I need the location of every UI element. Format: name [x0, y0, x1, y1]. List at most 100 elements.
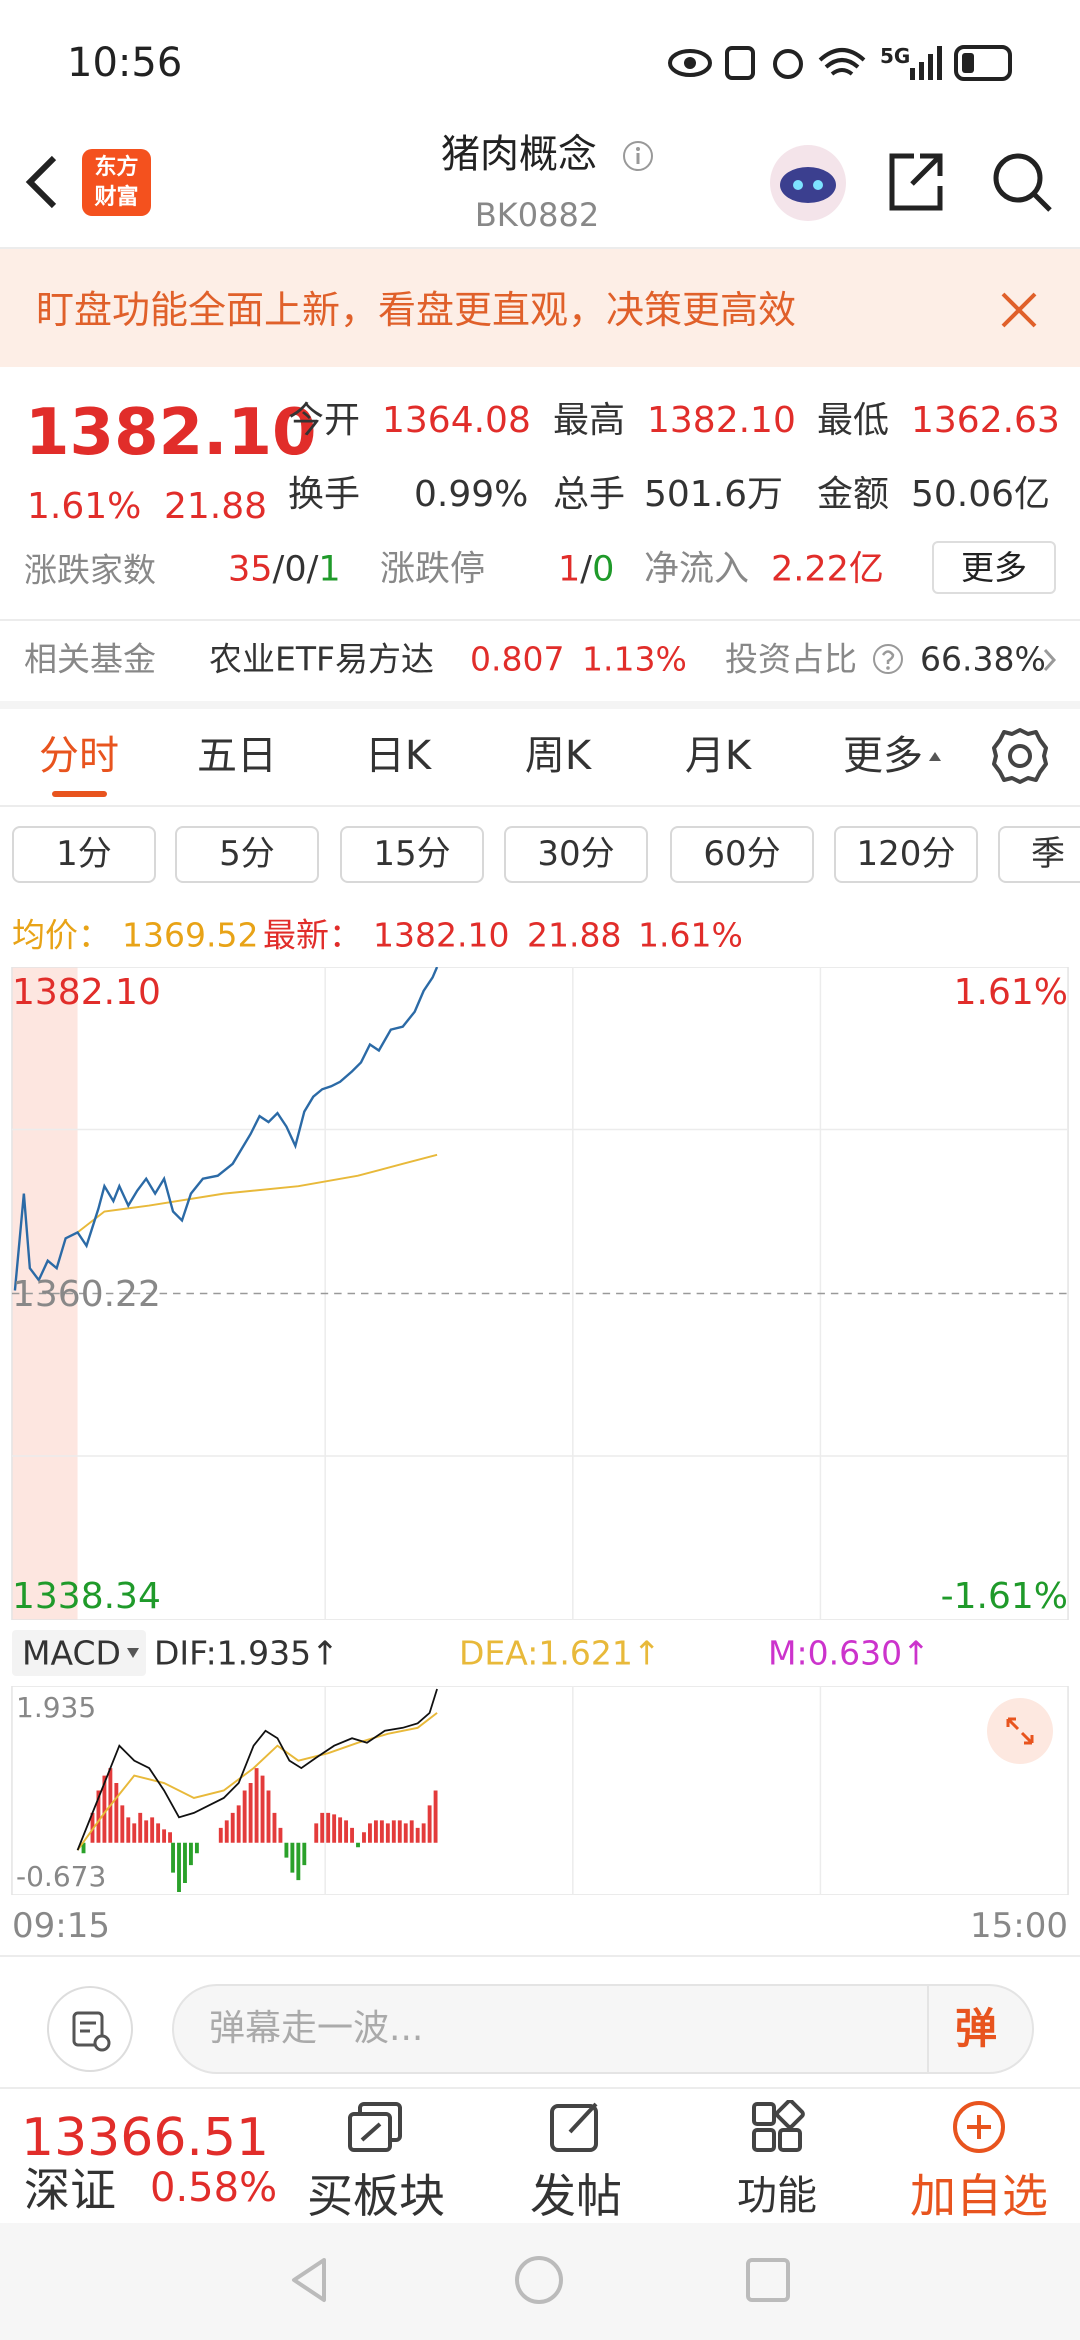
page-title: 猪肉概念: [440, 132, 598, 178]
avg-label: 均价：: [12, 915, 111, 955]
breadth-label: 涨跌家数: [24, 550, 156, 590]
ratio-value: 66.38%: [920, 639, 1046, 679]
separator: /: [272, 549, 285, 590]
comment-settings[interactable]: [46, 1985, 134, 2073]
network-label: 5G: [880, 44, 911, 68]
assistant-avatar[interactable]: [768, 143, 848, 223]
nav-item[interactable]: 买板块: [307, 2169, 445, 2223]
chevron: [1043, 648, 1057, 672]
up-count: 35: [228, 549, 273, 590]
back-button[interactable]: [22, 152, 62, 212]
dif-value: DIF:1.935↑: [154, 1633, 339, 1673]
latest-value: 1382.10: [373, 915, 510, 955]
tab[interactable]: 日K: [364, 733, 432, 779]
logo-text: 东方: [94, 155, 139, 180]
period-button[interactable]: 60分: [670, 826, 814, 883]
comment-input[interactable]: [172, 1984, 1034, 2074]
expand-button[interactable]: [986, 1697, 1054, 1765]
tab[interactable]: 周K: [524, 733, 592, 779]
axis-high: 1382.10: [12, 972, 161, 1013]
function-icon: [752, 2100, 805, 2152]
stat-value: 1362.63: [911, 400, 1060, 441]
share-button[interactable]: [886, 150, 946, 214]
price: 1382.10: [25, 396, 317, 470]
stat-value: 1364.08: [382, 400, 531, 441]
nav-item[interactable]: 发帖: [530, 2169, 622, 2223]
axis-base: 1360.22: [12, 1274, 161, 1315]
comment-placeholder: 弹幕走一波...: [209, 2008, 424, 2049]
separator: /: [580, 549, 593, 590]
status-icons: [668, 45, 1012, 81]
stat-label: 今开: [288, 400, 361, 441]
stat-value: 0.99%: [414, 474, 529, 515]
stat-label: 最低: [817, 400, 890, 441]
index-value: 13366.51: [21, 2108, 270, 2168]
stat-value: 1382.10: [647, 400, 796, 441]
info-icon[interactable]: [622, 140, 654, 172]
tab[interactable]: 分时: [39, 733, 119, 779]
stat-label: 总手: [553, 474, 626, 515]
period-button[interactable]: 30分: [504, 826, 648, 883]
ratio-label: 投资占比: [725, 639, 857, 679]
period-button[interactable]: 120分: [834, 826, 978, 883]
help-icon[interactable]: [872, 643, 904, 675]
board-code: BK0882: [474, 196, 600, 234]
system-buttons: [292, 2256, 790, 2304]
fund-label: 相关基金: [24, 639, 156, 679]
nav-item[interactable]: 功能: [737, 2173, 817, 2219]
indicator-name: MACD: [22, 1633, 121, 1673]
add-watch-icon: [953, 2101, 1005, 2153]
period-button[interactable]: 1分: [12, 826, 156, 883]
period-button[interactable]: 15分: [340, 826, 484, 883]
fund-name[interactable]: 农业ETF易方达: [209, 639, 434, 679]
fund-change: 1.13%: [582, 639, 687, 679]
stat-label: 最高: [553, 400, 626, 441]
dea-value: DEA:1.621↑: [459, 1633, 661, 1673]
banner-text: 盯盘功能全面上新，看盘更直观，决策更高效: [36, 288, 797, 332]
latest-change: 21.88: [527, 915, 622, 955]
buy-board-icon: [348, 2102, 402, 2152]
app-logo: 东方 财富: [82, 149, 151, 216]
latest-change-pct: 1.61%: [638, 915, 743, 955]
index-name: 深证: [24, 2163, 116, 2217]
period-button[interactable]: 季: [998, 826, 1080, 883]
end-time: 15:00: [970, 1906, 1068, 1946]
start-time: 09:15: [12, 1906, 110, 1946]
period-button[interactable]: 5分: [175, 826, 319, 883]
nav-item[interactable]: 加自选: [910, 2169, 1048, 2223]
breadth-values: 35/0/1: [228, 549, 341, 590]
indicator-selector[interactable]: [12, 1630, 146, 1676]
change-pct: 1.61%: [27, 486, 142, 527]
inflow-value: 2.22亿: [771, 549, 884, 590]
system-nav: [0, 2223, 1080, 2340]
axis-low-pct: -1.61%: [940, 1576, 1068, 1617]
index-change: 0.58%: [150, 2165, 278, 2211]
tab[interactable]: 更多: [843, 733, 923, 779]
stat-label: 换手: [288, 474, 361, 515]
notice-banner: [0, 249, 1080, 367]
tab[interactable]: 五日: [197, 733, 277, 779]
close-banner[interactable]: [1000, 291, 1038, 329]
limit-values: 1/0: [558, 549, 615, 590]
dropdown-arrow: [127, 1648, 139, 1658]
post-icon: [550, 2102, 598, 2152]
avg-value: 1369.52: [122, 915, 259, 955]
settings-button[interactable]: [990, 726, 1050, 786]
macd-min: -0.673: [16, 1860, 107, 1893]
latest-label: 最新：: [263, 915, 362, 955]
inflow-label: 净流入: [644, 549, 750, 590]
axis-high-pct: 1.61%: [953, 972, 1068, 1013]
status-time: 10:56: [67, 40, 183, 86]
search-button[interactable]: [990, 150, 1054, 214]
limit-down: 0: [592, 549, 615, 590]
intraday-chart: [11, 967, 1069, 1620]
danmaku-button[interactable]: 弹: [955, 2004, 998, 2053]
tab[interactable]: 月K: [684, 733, 752, 779]
axis-low: 1338.34: [12, 1576, 161, 1617]
more-button[interactable]: 更多: [932, 541, 1056, 594]
macd-max: 1.935: [16, 1691, 97, 1724]
stat-value: 501.6万: [644, 474, 784, 515]
flat-count: 0: [284, 549, 307, 590]
change: 21.88: [164, 486, 268, 527]
fund-price: 0.807: [470, 639, 565, 679]
